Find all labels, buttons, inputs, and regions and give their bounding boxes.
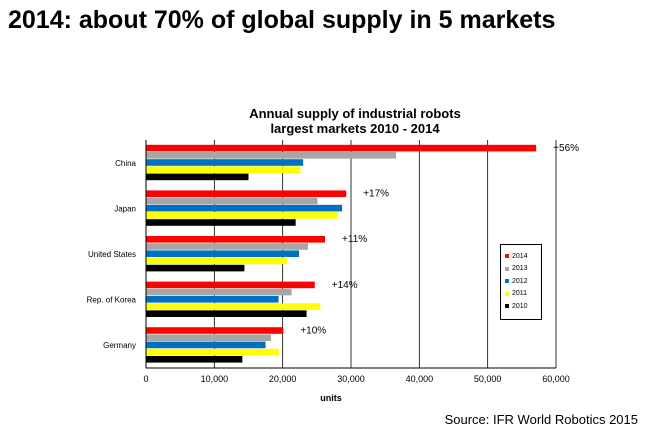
growth-annotation: +10% [300,325,326,336]
chart-title-line-1: Annual supply of industrial robots [249,106,461,121]
x-tick-label: 0 [143,374,148,384]
bar-2014-japan [146,190,347,197]
bar-2011-rep-of-korea [146,303,321,310]
bar-2012-rep-of-korea [146,296,279,303]
bar-2012-united-states [146,250,300,257]
legend-label: 2011 [512,290,528,298]
bar-2012-japan [146,204,343,212]
bar-2011-united-states [146,257,287,265]
legend-item-2011: 2011 [501,288,541,301]
bar-2010-japan [146,219,296,226]
growth-annotation: +17% [363,189,389,200]
bar-2014-germany [146,327,284,334]
legend-swatch [505,279,509,284]
legend-swatch [505,304,509,309]
bar-2010-united-states [146,264,245,272]
bar-2010-germany [146,356,243,363]
bar-2012-china [146,159,304,166]
bar-2011-germany [146,348,280,356]
bar-2012-germany [146,341,266,349]
bar-2014-rep-of-korea [146,281,315,289]
category-label: China [115,159,136,168]
legend-item-2014: 2014 [501,250,541,263]
bar-2011-japan [146,212,338,219]
legend-swatch [505,266,509,271]
bar-2013-japan [146,197,318,205]
legend-item-2013: 2013 [501,263,541,276]
growth-annotation: +11% [342,234,367,245]
legend-label: 2010 [512,302,528,310]
x-tick-label: 20,000 [269,374,297,384]
category-label: Germany [103,341,136,350]
legend-item-2010: 2010 [501,300,541,313]
growth-annotation: +14% [332,280,358,291]
category-label: Japan [114,204,136,213]
chart-title-line-2: largest markets 2010 - 2014 [270,121,440,136]
x-tick-label: 60,000 [542,374,570,384]
chart-legend: 2014 2013 2012 2011 2010 [500,244,542,320]
bar-2014-china [146,144,537,152]
legend-swatch [505,254,509,259]
x-tick-label: 50,000 [474,374,502,384]
legend-item-2012: 2012 [501,275,541,288]
bar-2013-germany [146,334,272,341]
bar-2014-united-states [146,236,326,243]
slide-title: 2014: about 70% of global supply in 5 ma… [8,6,556,34]
legend-swatch [505,291,509,296]
bar-2013-united-states [146,243,308,250]
legend-label: 2012 [512,277,528,285]
growth-annotation: +56% [553,143,579,154]
category-label: United States [88,250,136,259]
legend-label: 2013 [512,265,528,273]
category-label: Rep. of Korea [87,296,137,305]
bar-2011-china [146,166,301,173]
legend-label: 2014 [512,252,528,260]
x-tick-label: 30,000 [337,374,365,384]
x-tick-label: 40,000 [406,374,434,384]
bar-2010-rep-of-korea [146,310,307,317]
source-note: Source: IFR World Robotics 2015 [444,412,638,427]
x-axis-label: units [320,393,342,403]
bar-2013-china [146,152,397,159]
x-tick-label: 10,000 [201,374,229,384]
bar-2013-rep-of-korea [146,288,292,296]
bar-2010-china [146,173,249,181]
